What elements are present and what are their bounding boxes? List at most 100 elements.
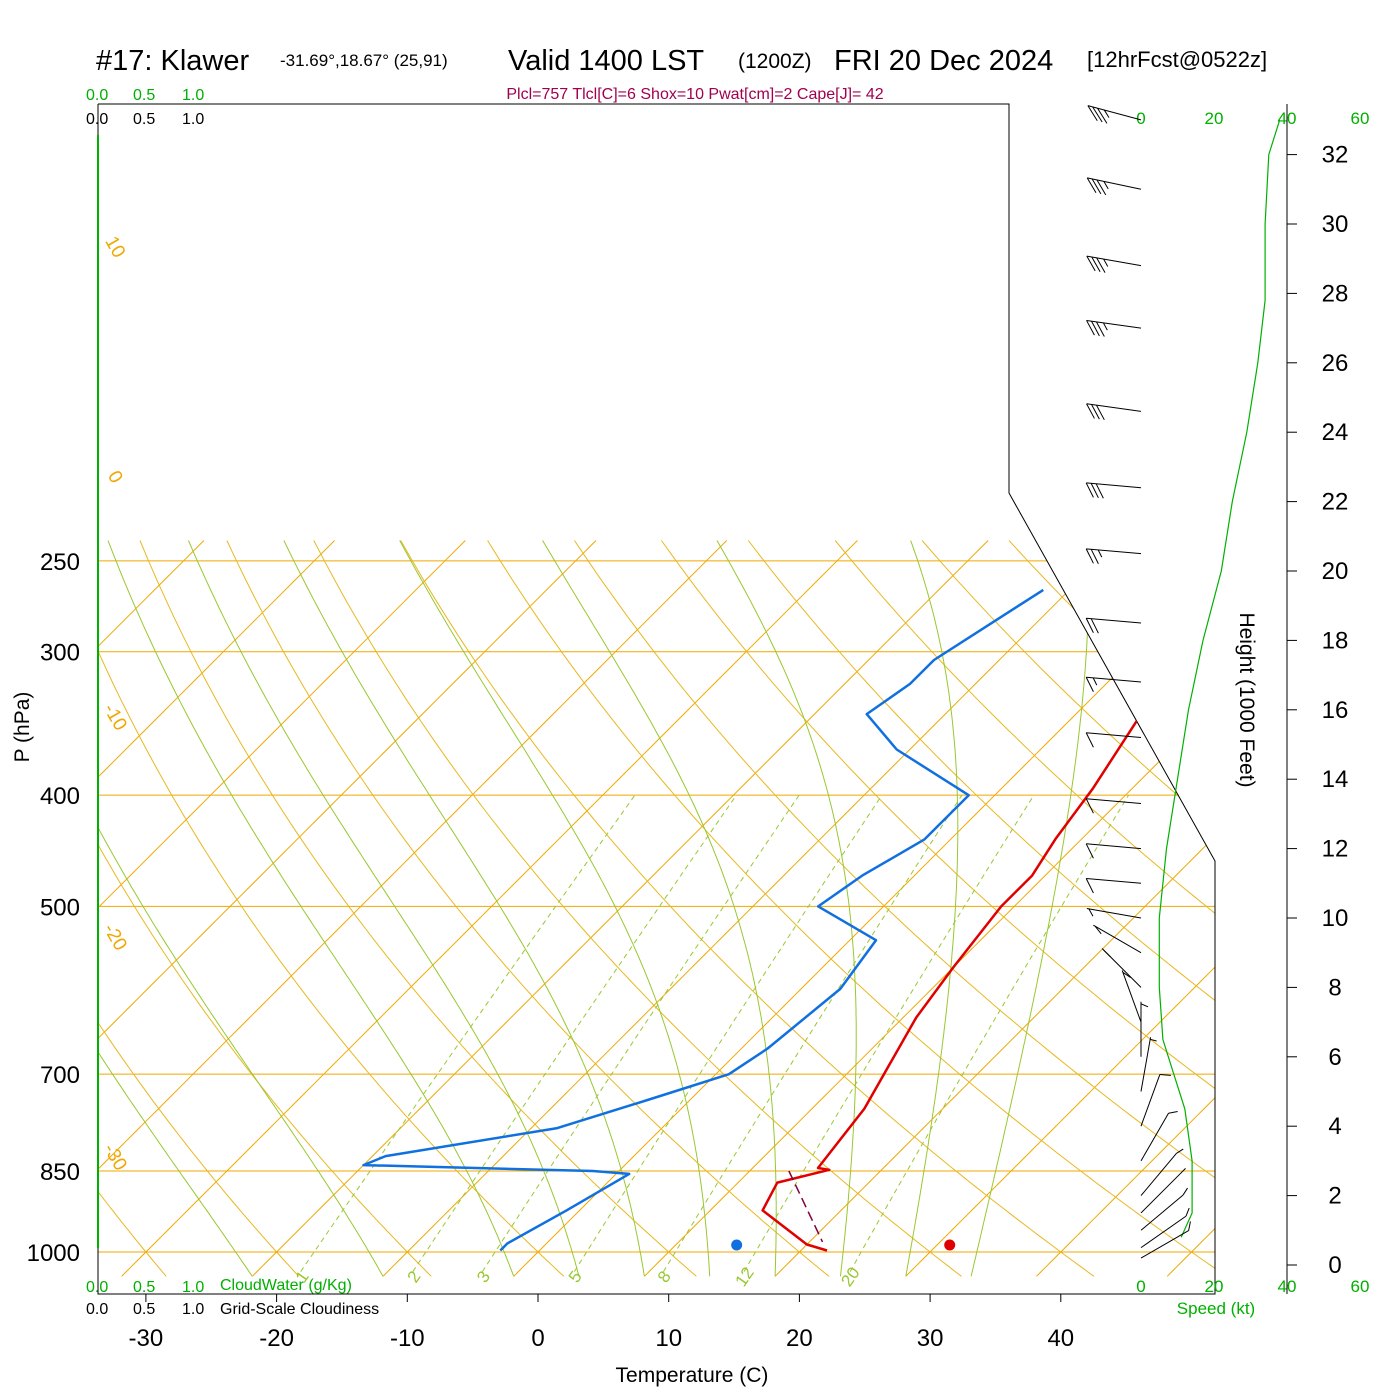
moist-adiabat-line bbox=[716, 540, 857, 1277]
wind-barb bbox=[1085, 798, 1142, 814]
isotherm-line bbox=[98, 540, 335, 1277]
cloud-scale-top-green-2: 1.0 bbox=[182, 87, 204, 104]
height-tick-label: 8 bbox=[1328, 974, 1341, 1001]
mixing-ratio-label: 12 bbox=[731, 1264, 757, 1290]
pressure-tick-label: 850 bbox=[40, 1159, 80, 1186]
dry-adiabat-line bbox=[98, 540, 565, 1277]
wind-barb bbox=[1140, 1074, 1171, 1127]
isotherm-label: -30 bbox=[99, 1140, 131, 1174]
pressure-tick-label: 700 bbox=[40, 1062, 80, 1089]
wind-barb bbox=[1086, 255, 1142, 273]
wind-barb bbox=[1121, 970, 1142, 1023]
isotherm-label: 20 bbox=[1109, 637, 1139, 667]
isotherm-line bbox=[1166, 540, 1215, 1277]
isotherm-label: -20 bbox=[99, 920, 131, 954]
temp-tick-label: 40 bbox=[1047, 1325, 1074, 1352]
temp-tick-label: 10 bbox=[655, 1325, 682, 1352]
dry-adiabat-line bbox=[313, 540, 962, 1277]
mixing-ratio-line bbox=[573, 794, 883, 1272]
cloudiness-label: Grid-Scale Cloudiness bbox=[220, 1301, 379, 1318]
cloud-scale-bottom-green-0: 0.0 bbox=[86, 1279, 108, 1296]
temp-tick-label: 20 bbox=[786, 1325, 813, 1352]
wind-barb bbox=[1140, 1168, 1186, 1214]
isotherm-label: -10 bbox=[99, 700, 131, 734]
mixing-ratio-line bbox=[300, 794, 636, 1272]
temp-tick-label: -20 bbox=[259, 1325, 294, 1352]
forecast-run: [12hrFcst@0522z] bbox=[1087, 47, 1267, 72]
moist-adiabat-line bbox=[98, 540, 253, 1277]
height-tick-label: 14 bbox=[1322, 766, 1349, 793]
wind-barb bbox=[1085, 548, 1142, 564]
cloudwater-label: CloudWater (g/Kg) bbox=[220, 1277, 352, 1294]
moist-adiabat-line bbox=[107, 540, 515, 1277]
dry-adiabat-line bbox=[574, 540, 1215, 1277]
y-axis-label: P (hPa) bbox=[11, 692, 34, 763]
temp-tick-label: -30 bbox=[129, 1325, 164, 1352]
height-tick-label: 6 bbox=[1328, 1044, 1341, 1071]
speed-tick-bottom: 20 bbox=[1205, 1277, 1224, 1296]
isotherm-label: 10 bbox=[1041, 512, 1071, 542]
wind-barb bbox=[1140, 1037, 1157, 1092]
height-tick-label: 20 bbox=[1322, 558, 1349, 585]
wind-barb bbox=[1140, 1148, 1184, 1196]
wind-barb bbox=[1085, 482, 1142, 499]
height-tick-label: 32 bbox=[1322, 142, 1349, 169]
cloud-scale-top-black-0: 0.0 bbox=[86, 111, 108, 128]
height-tick-label: 18 bbox=[1322, 627, 1349, 654]
cloud-scale-bottom-black-0: 0.0 bbox=[86, 1301, 108, 1318]
isotherm-line bbox=[251, 540, 989, 1277]
isotherm-line bbox=[644, 540, 1215, 1277]
plot-frame bbox=[97, 103, 1216, 1295]
temp-tick-label: -10 bbox=[390, 1325, 425, 1352]
height-tick-label: 10 bbox=[1322, 905, 1349, 932]
isotherm-line bbox=[121, 540, 858, 1277]
dry-adiabat-line bbox=[660, 540, 1215, 1277]
wind-barb bbox=[1093, 924, 1142, 954]
dry-adiabat-line bbox=[139, 540, 697, 1277]
isotherm-line bbox=[774, 540, 1215, 1277]
mixing-ratio-line bbox=[412, 794, 737, 1272]
pressure-tick-label: 1000 bbox=[27, 1240, 80, 1267]
zulu-time: (1200Z) bbox=[738, 50, 812, 73]
cloud-scale-top-black-2: 1.0 bbox=[182, 111, 204, 128]
wind-barb bbox=[1140, 1221, 1191, 1259]
height-tick-label: 30 bbox=[1322, 211, 1349, 238]
moist-adiabat-line bbox=[283, 540, 645, 1277]
cloud-scale-top-green-1: 0.5 bbox=[133, 87, 155, 104]
cloud-scale-top-black-1: 0.5 bbox=[133, 111, 155, 128]
temp-tick-label: 0 bbox=[531, 1325, 544, 1352]
temperature-axis: -30 -20 -10 0 10 20 30 40 bbox=[129, 1294, 1074, 1352]
wind-barb bbox=[1087, 105, 1142, 124]
height-tick-label: 22 bbox=[1322, 489, 1349, 516]
isotherm-line bbox=[98, 540, 466, 1277]
sounding-profiles bbox=[362, 588, 1176, 1252]
pressure-tick-label: 500 bbox=[40, 894, 80, 921]
dry-adiabat-line bbox=[487, 540, 1215, 1277]
cloud-scale-top-green-0: 0.0 bbox=[86, 87, 108, 104]
dry-adiabat-line bbox=[400, 540, 1095, 1277]
isotherm-label: 0 bbox=[1008, 326, 1031, 348]
wind-barb bbox=[1085, 732, 1142, 748]
cloud-scale-bottom-green: 0.0 0.5 1.0 CloudWater (g/Kg) bbox=[86, 1277, 352, 1296]
station-title: #17: Klawer bbox=[96, 45, 249, 77]
isotherm-label: 30 bbox=[1179, 760, 1209, 790]
wind-barb bbox=[1085, 617, 1142, 634]
isotherm-label: 10 bbox=[100, 233, 129, 262]
isotherm-line bbox=[382, 540, 1120, 1277]
wind-barb bbox=[1101, 948, 1142, 988]
speed-axis-label: Speed (kt) bbox=[1177, 1299, 1255, 1318]
parcel-profile bbox=[788, 1170, 824, 1243]
dry-adiabat-line bbox=[98, 540, 432, 1277]
height-tick-label: 2 bbox=[1328, 1183, 1341, 1210]
height-tick-label: 12 bbox=[1322, 836, 1349, 863]
moist-adiabat-line bbox=[542, 540, 777, 1277]
moist-adiabat-line bbox=[399, 540, 711, 1277]
speed-tick-bottom: 0 bbox=[1136, 1277, 1145, 1296]
wind-barb bbox=[1140, 1001, 1149, 1057]
cloud-scale-bottom-green-1: 0.5 bbox=[133, 1279, 155, 1296]
height-tick-label: 0 bbox=[1328, 1252, 1341, 1279]
moist-adiabat-line bbox=[188, 540, 580, 1277]
